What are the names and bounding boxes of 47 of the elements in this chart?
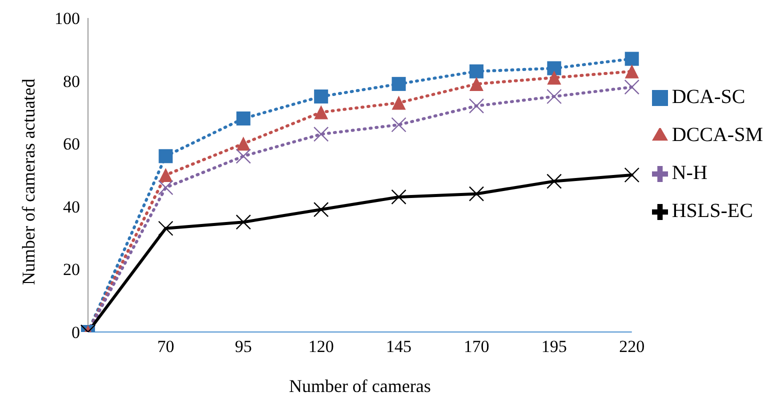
legend-label: N-H [672, 162, 708, 184]
point [469, 64, 484, 78]
point [236, 148, 251, 164]
x-axis-title: Number of cameras [288, 376, 431, 396]
point [314, 105, 328, 120]
y-tick-label: 40 [63, 197, 80, 216]
point [392, 96, 406, 110]
point [313, 126, 329, 142]
x-tick-label: 95 [234, 337, 252, 356]
y-tick-label: 60 [63, 134, 80, 154]
point [624, 52, 639, 66]
y-tick-label: 100 [54, 9, 80, 28]
point [392, 76, 406, 91]
x-tick-label: 170 [464, 337, 490, 356]
point [469, 76, 484, 91]
point [546, 88, 562, 104]
x-tick-label: 145 [386, 337, 412, 356]
x-tick-label: 70 [157, 337, 174, 356]
legend-label: HSLS-EC [672, 200, 753, 222]
point [624, 79, 640, 95]
y-axis-title: Number of cameras actuated [18, 78, 38, 285]
x-tick-label: 220 [619, 337, 645, 356]
point [391, 117, 406, 132]
y-tick-label: 0 [72, 323, 80, 342]
y-tick-label: 80 [63, 72, 80, 91]
point [158, 220, 174, 236]
point [158, 168, 173, 182]
point [624, 64, 639, 78]
legend-label: DCA-SC [672, 86, 746, 108]
point [547, 70, 562, 85]
point [314, 90, 328, 104]
point [547, 61, 562, 76]
point [158, 149, 173, 164]
point [236, 214, 251, 230]
point [546, 174, 562, 189]
point [468, 186, 484, 202]
point [313, 202, 329, 218]
x-tick-label: 195 [541, 337, 567, 356]
x-tick-label: 120 [308, 337, 334, 356]
point [236, 136, 250, 151]
y-tick-label: 20 [63, 260, 80, 280]
point [158, 180, 174, 196]
point [391, 189, 406, 205]
legend-label: DCCA-SM [672, 124, 763, 146]
point [468, 98, 484, 114]
point [236, 111, 250, 126]
point [624, 167, 640, 183]
